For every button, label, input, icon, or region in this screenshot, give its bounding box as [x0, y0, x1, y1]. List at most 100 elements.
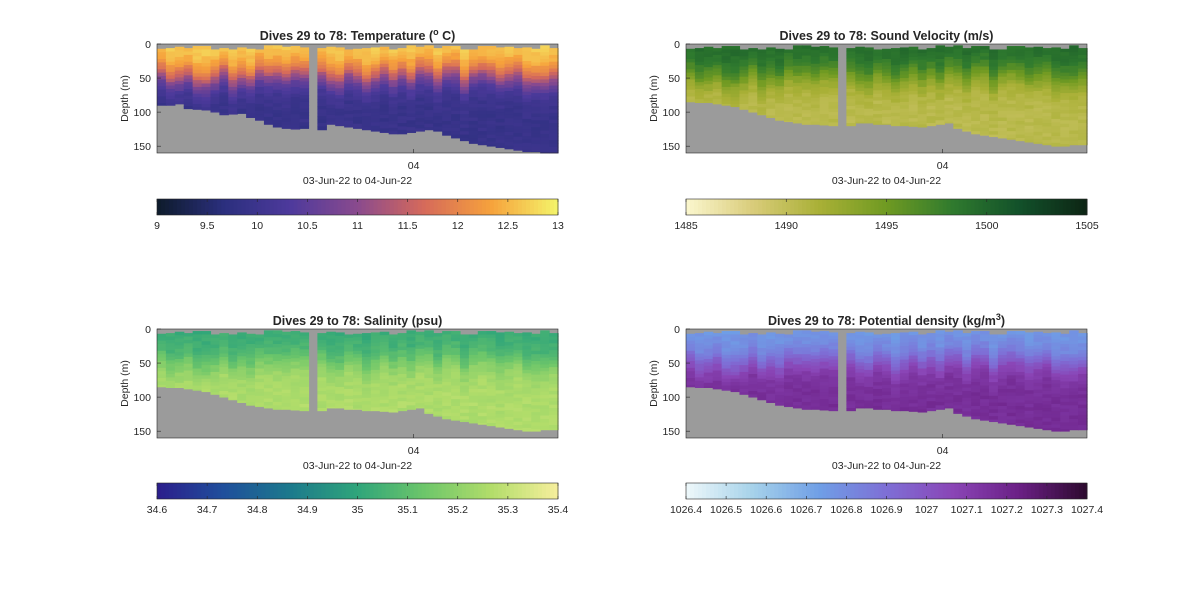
heatmap-cell — [775, 52, 785, 56]
heatmap-cell — [980, 107, 990, 112]
colorbar-swatch — [181, 199, 186, 215]
heatmap-cell — [504, 413, 515, 418]
heatmap-cell — [730, 86, 741, 91]
colorbar-swatch — [886, 199, 892, 215]
heatmap-cell — [1078, 367, 1088, 371]
heatmap-cell — [379, 50, 390, 54]
heatmap-cell — [980, 341, 990, 346]
heatmap-cell — [468, 56, 479, 61]
heatmap-cell — [299, 115, 310, 120]
heatmap-cell — [388, 110, 399, 115]
heatmap-cell — [522, 149, 532, 153]
colorbar-swatch — [161, 199, 166, 215]
heatmap-cell — [424, 398, 434, 403]
heatmap-cell — [775, 347, 785, 352]
heatmap-cell — [784, 69, 794, 74]
heatmap-cell — [255, 371, 265, 376]
heatmap-cell — [344, 93, 354, 98]
colorbar-swatch — [389, 199, 395, 215]
heatmap-cell — [379, 70, 390, 75]
heatmap-cell — [513, 367, 523, 371]
heatmap-cell — [370, 81, 381, 86]
heatmap-cell — [272, 330, 283, 335]
heatmap-cell — [424, 401, 434, 406]
heatmap-cell — [1078, 78, 1088, 83]
heatmap-cell — [290, 399, 301, 403]
heatmap-cell — [353, 381, 363, 386]
heatmap-cell — [406, 96, 417, 101]
heatmap-cell — [694, 353, 705, 358]
heatmap-cell — [335, 390, 345, 395]
heatmap-cell — [1006, 56, 1017, 61]
heatmap-cell — [1051, 407, 1061, 412]
heatmap-cell — [917, 56, 928, 61]
heatmap-cell — [397, 370, 408, 375]
heatmap-cell — [953, 89, 963, 94]
heatmap-cell — [344, 371, 354, 376]
heatmap-cell — [1033, 97, 1044, 102]
heatmap-cell — [1024, 359, 1035, 364]
heatmap-cell — [1006, 120, 1017, 125]
heatmap-cell — [424, 120, 434, 125]
heatmap-cell — [1006, 419, 1017, 424]
heatmap-cell — [810, 403, 821, 408]
heatmap-cell — [944, 56, 954, 61]
heatmap-cell — [459, 412, 470, 417]
colorbar-swatch — [938, 483, 944, 499]
heatmap-cell — [1069, 120, 1079, 125]
heatmap-cell — [353, 113, 363, 118]
heatmap-cell — [486, 331, 497, 335]
heatmap-cell — [1015, 378, 1026, 383]
heatmap-cell — [846, 353, 856, 358]
heatmap-cell — [828, 108, 839, 113]
heatmap-cell — [504, 101, 515, 106]
heatmap-cell — [228, 86, 238, 91]
colorbar-swatch — [393, 483, 399, 499]
heatmap-cell — [442, 103, 452, 108]
heatmap-cell — [1033, 393, 1044, 397]
heatmap-cell — [1078, 133, 1088, 138]
heatmap-cell — [513, 140, 523, 144]
heatmap-cell — [379, 121, 390, 126]
heatmap-cell — [335, 98, 345, 103]
heatmap-cell — [953, 381, 963, 386]
heatmap-cell — [442, 114, 452, 118]
heatmap-cell — [1006, 331, 1017, 335]
heatmap-cell — [846, 109, 856, 114]
heatmap-cell — [864, 101, 874, 106]
heatmap-cell — [748, 367, 758, 371]
heatmap-cell — [935, 408, 946, 410]
heatmap-cell — [757, 334, 767, 339]
heatmap-cell — [1033, 142, 1044, 144]
heatmap-cell — [424, 89, 434, 94]
heatmap-cell — [451, 348, 461, 352]
heatmap-cell — [299, 373, 310, 378]
heatmap-cell — [272, 343, 283, 348]
heatmap-cell — [370, 78, 381, 82]
colorbar-swatch — [493, 483, 499, 499]
heatmap-cell — [1015, 354, 1026, 359]
heatmap-cell — [335, 356, 345, 361]
heatmap-cell — [486, 378, 497, 383]
heatmap-cell — [174, 80, 185, 85]
colorbar-swatch — [734, 199, 739, 215]
heatmap-cell — [415, 341, 425, 346]
heatmap-cell — [801, 55, 812, 60]
colorbar-swatch — [241, 483, 246, 499]
heatmap-cell — [953, 408, 963, 413]
heatmap-cell — [388, 120, 399, 125]
heatmap-cell — [1078, 336, 1088, 341]
heatmap-cell — [917, 361, 928, 366]
heatmap-cell — [855, 386, 865, 391]
heatmap-cell — [694, 333, 705, 337]
heatmap-cell — [353, 398, 363, 403]
heatmap-cell — [272, 347, 283, 352]
heatmap-cell — [819, 388, 830, 393]
colorbar-swatch — [826, 483, 831, 499]
heatmap-cell — [361, 370, 372, 375]
heatmap-cell — [855, 91, 865, 95]
heatmap-cell — [424, 103, 434, 108]
heatmap-cell — [299, 376, 310, 381]
heatmap-cell — [459, 103, 470, 108]
heatmap-cell — [694, 51, 705, 56]
